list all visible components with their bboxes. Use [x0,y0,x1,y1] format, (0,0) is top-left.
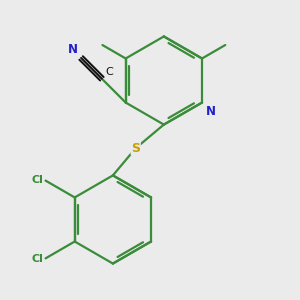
Text: N: N [206,105,216,118]
Text: S: S [131,142,140,155]
Text: C: C [105,67,113,77]
Text: Cl: Cl [31,175,43,185]
Text: Cl: Cl [31,254,43,264]
Text: N: N [68,43,78,56]
